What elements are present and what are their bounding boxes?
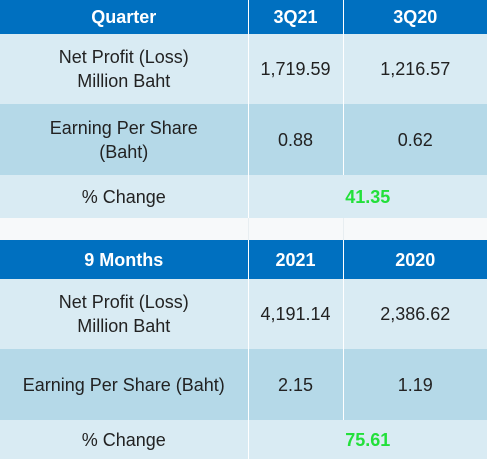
nine-month-eps-2020: 1.19 [343,349,487,420]
nine-month-change-value: 75.61 [248,420,487,459]
nine-month-change-row: % Change 75.61 [0,420,487,459]
nine-month-net-profit-label: Net Profit (Loss) Million Baht [0,279,249,349]
quarter-change-label: % Change [0,175,249,218]
quarter-header-col1: 3Q21 [248,0,344,34]
quarter-eps-3q20: 0.62 [343,104,487,175]
nine-month-header-row: 9 Months 2021 2020 [0,240,487,279]
quarter-header-col2: 3Q20 [343,0,487,34]
nine-month-eps-label: Earning Per Share (Baht) [0,349,249,420]
quarter-header-row: Quarter 3Q21 3Q20 [0,0,487,34]
nine-month-net-profit-label-line2: Million Baht [77,316,171,336]
quarter-eps-label: Earning Per Share (Baht) [0,104,249,175]
nine-month-change-label: % Change [0,420,249,459]
quarter-net-profit-label: Net Profit (Loss) Million Baht [0,34,249,104]
nine-month-eps-2021: 2.15 [248,349,344,420]
quarter-net-profit-row: Net Profit (Loss) Million Baht 1,719.59 … [0,34,487,104]
nine-month-net-profit-2020: 2,386.62 [343,279,487,349]
quarter-change-row: % Change 41.35 [0,175,487,218]
nine-month-net-profit-label-line1: Net Profit (Loss) [58,292,189,312]
quarter-eps-row: Earning Per Share (Baht) 0.88 0.62 [0,104,487,175]
quarter-net-profit-label-line1: Net Profit (Loss) [58,47,189,67]
quarter-eps-label-line1: Earning Per Share [49,117,198,138]
nine-month-header-label: 9 Months [0,240,249,279]
nine-month-net-profit-2021: 4,191.14 [248,279,344,349]
quarter-eps-3q21: 0.88 [248,104,344,175]
quarter-header-label: Quarter [0,0,249,34]
quarter-net-profit-3q20: 1,216.57 [343,34,487,104]
table-spacer-row [0,218,487,240]
quarter-change-value: 41.35 [248,175,487,218]
quarter-net-profit-label-line2: Million Baht [77,71,171,91]
nine-month-eps-row: Earning Per Share (Baht) 2.15 1.19 [0,349,487,420]
quarter-eps-label-line2: (Baht) [99,141,149,162]
nine-month-header-col1: 2021 [248,240,344,279]
quarter-net-profit-3q21: 1,719.59 [248,34,344,104]
nine-month-header-col2: 2020 [343,240,487,279]
nine-month-net-profit-row: Net Profit (Loss) Million Baht 4,191.14 … [0,279,487,349]
nine-month-table: 9 Months 2021 2020 Net Profit (Loss) Mil… [0,240,487,459]
quarter-table: Quarter 3Q21 3Q20 Net Profit (Loss) Mill… [0,0,487,240]
